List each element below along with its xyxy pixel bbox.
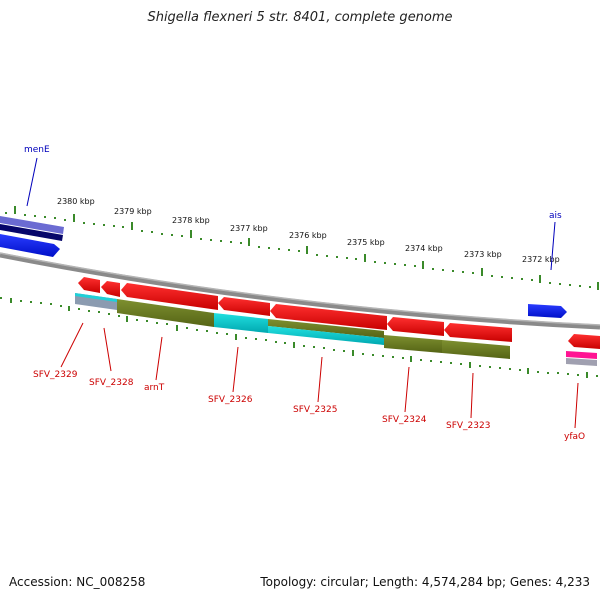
- scale-labels: 2380 kbp 2379 kbp 2378 kbp 2377 kbp 2376…: [57, 197, 560, 264]
- scale-label: 2379 kbp: [114, 207, 152, 216]
- cds-arrow-yfaO[interactable]: [568, 334, 600, 349]
- gene-label-arnT[interactable]: arnT: [144, 383, 165, 393]
- cog-block-yfaO-pink[interactable]: [566, 351, 597, 359]
- gene-label-SFV_2324[interactable]: SFV_2324: [382, 415, 427, 425]
- scale-label: 2372 kbp: [522, 255, 560, 264]
- gene-label-SFV_2328[interactable]: SFV_2328: [89, 378, 134, 388]
- cds-arrow-SFV_2326[interactable]: [218, 297, 270, 316]
- cds-arrow-SFV_2328[interactable]: [101, 281, 120, 297]
- scale-label: 2376 kbp: [289, 231, 327, 240]
- scale-ticks-lower: [0, 297, 598, 378]
- gene-label-yfaO[interactable]: yfaO: [564, 432, 585, 442]
- cog-block-yfaO-gray[interactable]: [566, 358, 597, 366]
- forward-features-left: [0, 216, 64, 257]
- cds-arrow-SFV_2324[interactable]: [387, 317, 444, 336]
- cog-block-SFV_2329-cyan[interactable]: [75, 293, 117, 302]
- scale-label: 2374 kbp: [405, 244, 443, 253]
- cds-arrow-SFV_2323[interactable]: [444, 323, 512, 342]
- cog-block-SFV_2326[interactable]: [214, 313, 268, 333]
- cds-arrow-arnT[interactable]: [121, 283, 218, 310]
- gene-label-SFV_2326[interactable]: SFV_2326: [208, 395, 253, 405]
- accession-text: Accession: NC_008258: [9, 575, 146, 589]
- gene-labels: menE ais SFV_2329 SFV_2328 arnT SFV_2326…: [24, 145, 585, 442]
- cds-arrow-ais[interactable]: [528, 304, 567, 318]
- gene-label-SFV_2329[interactable]: SFV_2329: [33, 370, 78, 380]
- map-title: Shigella flexneri 5 str. 8401, complete …: [147, 10, 453, 25]
- genome-backbone: [0, 252, 600, 330]
- gene-label-menE[interactable]: menE: [24, 145, 50, 155]
- reverse-cds-track: [78, 277, 600, 349]
- cds-arrow-SFV_2325[interactable]: [270, 304, 387, 330]
- cds-arrow-menE[interactable]: [0, 234, 60, 257]
- label-leaders: [26, 157, 579, 429]
- cog-block-navy[interactable]: [0, 224, 63, 241]
- genome-backbone-highlight: [0, 252, 600, 326]
- cog-block-SFV_2324[interactable]: [384, 335, 442, 353]
- scale-label: 2373 kbp: [464, 250, 502, 259]
- gene-label-ais[interactable]: ais: [549, 211, 562, 221]
- scale-label: 2375 kbp: [347, 238, 385, 247]
- scale-label: 2378 kbp: [172, 216, 210, 225]
- genome-summary-text: Topology: circular; Length: 4,574,284 bp…: [260, 575, 590, 589]
- gene-label-SFV_2323[interactable]: SFV_2323: [446, 421, 490, 431]
- cog-track: [75, 293, 597, 366]
- scale-label: 2377 kbp: [230, 224, 268, 233]
- scale-label: 2380 kbp: [57, 197, 95, 206]
- cog-block-SFV_2325-olive[interactable]: [268, 319, 384, 338]
- cog-block-purple[interactable]: [0, 216, 64, 234]
- cog-block-arnT[interactable]: [117, 299, 214, 327]
- cog-block-SFV_2323[interactable]: [442, 340, 510, 359]
- scale-ticks-upper: [5, 206, 599, 290]
- cog-block-SFV_2325-cyan[interactable]: [268, 326, 384, 345]
- cds-arrow-SFV_2329[interactable]: [78, 277, 100, 293]
- gene-label-SFV_2325[interactable]: SFV_2325: [293, 405, 337, 415]
